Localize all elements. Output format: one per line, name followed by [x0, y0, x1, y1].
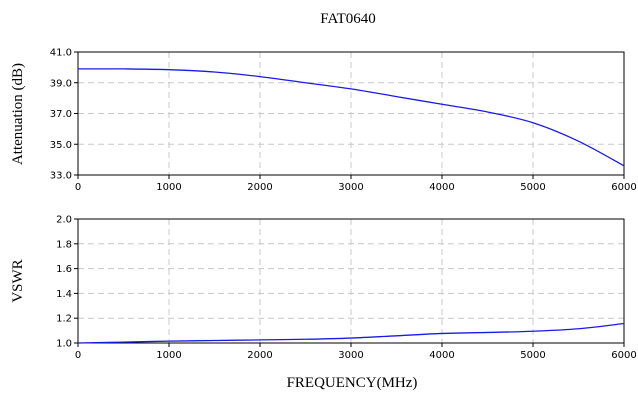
- vswr-x-tick-label: 5000: [520, 350, 545, 361]
- attenuation-x-tick-label: 1000: [156, 182, 181, 193]
- attenuation-series-line: [77, 68, 625, 167]
- vswr-y-tick-label: 1.4: [56, 289, 72, 300]
- attenuation-plot: 0 1000 2000 3000 4000 5000 6000 41.0 39.0 37.0 35.…: [50, 48, 637, 194]
- vswr-x-tick-label: 3000: [338, 350, 363, 361]
- vswr-y-tick-label: 1.8: [56, 239, 72, 250]
- vswr-series-line: [77, 322, 625, 344]
- vswr-y-tick-label: 1.2: [56, 314, 72, 325]
- vswr-y-tick-label: 2.0: [56, 215, 72, 226]
- vswr-y-tick-label: 1.0: [56, 339, 72, 350]
- vswr-y-tick-label: 1.6: [56, 264, 72, 275]
- attenuation-x-tick-label: 3000: [338, 182, 363, 193]
- vswr-x-tick-label: 4000: [429, 350, 454, 361]
- attenuation-y-tick-label: 35.0: [50, 140, 72, 151]
- attenuation-x-tick-label: 6000: [611, 182, 636, 193]
- vswr-plot: 0 1000 2000 3000 4000 5000 6000 2.0 1.8 1.6 1.4 1.2…: [56, 215, 637, 362]
- attenuation-x-tick-label: 5000: [520, 182, 545, 193]
- attenuation-x-tick-label: 4000: [429, 182, 454, 193]
- vswr-x-tick-label: 0: [75, 350, 81, 361]
- attenuation-x-tick-label: 2000: [247, 182, 272, 193]
- vswr-x-tick-label: 2000: [247, 350, 272, 361]
- vswr-axis-label: VSWR: [10, 259, 26, 302]
- chart-title: FAT0640: [320, 11, 376, 27]
- attenuation-y-tick-label: 37.0: [50, 109, 72, 120]
- attenuation-y-tick-label: 41.0: [50, 48, 72, 59]
- attenuation-x-tick-label: 0: [75, 182, 81, 193]
- vswr-x-tick-label: 6000: [611, 350, 636, 361]
- attenuation-axis-label: Attenuation (dB): [10, 63, 26, 165]
- frequency-axis-label: FREQUENCY(MHz): [287, 375, 418, 391]
- vswr-x-tick-label: 1000: [156, 350, 181, 361]
- attenuation-y-tick-label: 33.0: [50, 171, 72, 182]
- attenuation-y-tick-label: 39.0: [50, 78, 72, 89]
